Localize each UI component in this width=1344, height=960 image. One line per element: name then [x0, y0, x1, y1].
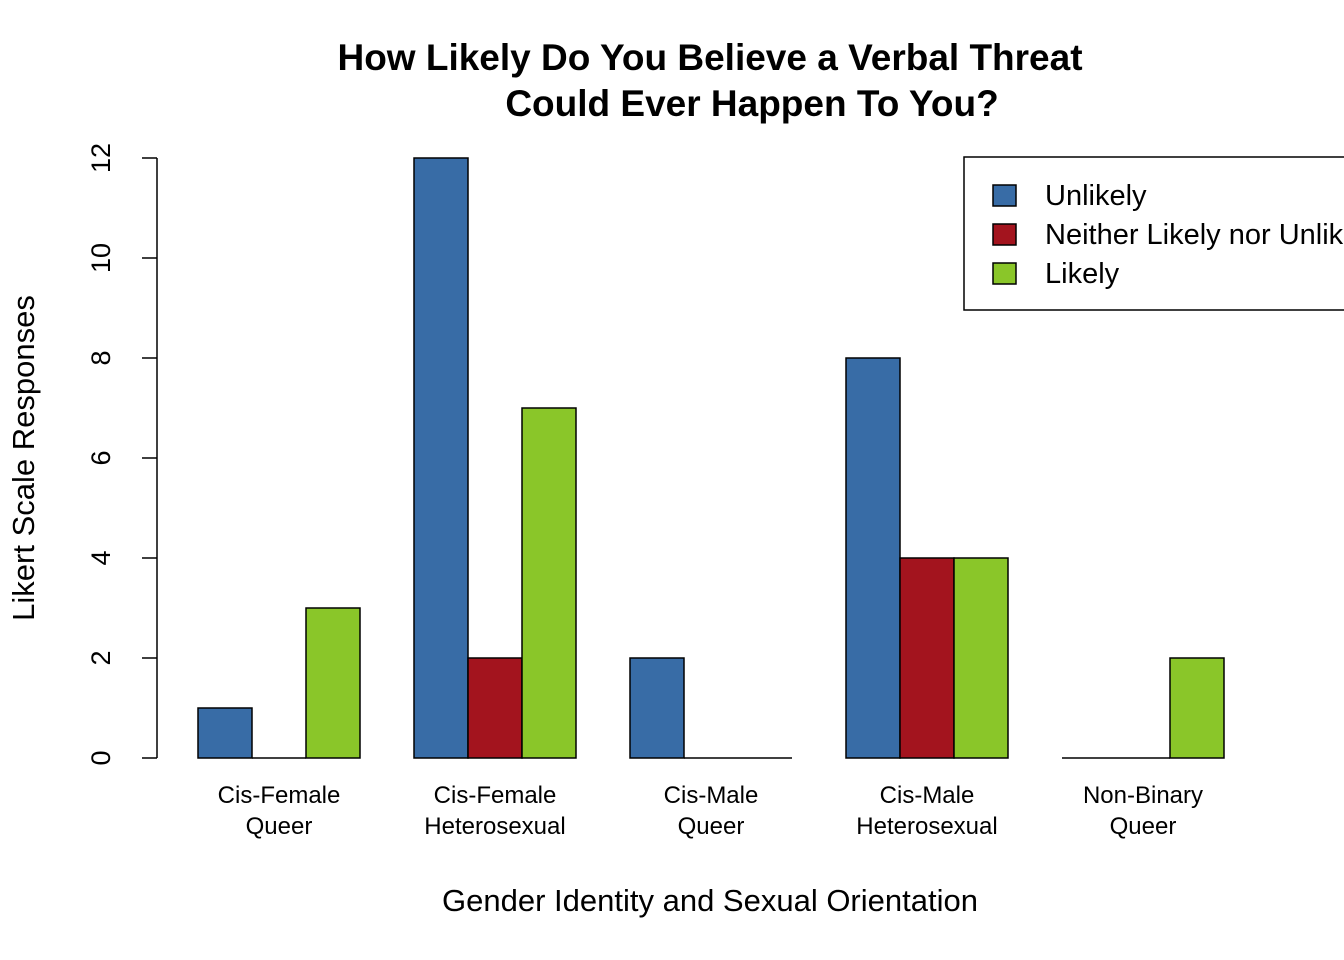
- chart-title: How Likely Do You Believe a Verbal Threa…: [337, 37, 1082, 124]
- category-label: Cis-Male: [664, 782, 759, 809]
- bar: [467, 657, 523, 759]
- bar: [413, 157, 469, 759]
- legend-label: Likely: [1045, 258, 1120, 290]
- category-label: Cis-Male: [880, 782, 975, 809]
- category-label: Queer: [678, 813, 745, 840]
- legend-label: Unlikely: [1045, 180, 1147, 212]
- y-tick-label: 2: [86, 650, 116, 665]
- bar: [197, 707, 253, 759]
- category-label: Queer: [1110, 813, 1177, 840]
- legend-swatch: [992, 223, 1017, 246]
- y-axis: 0 2 4 6 8 10 12: [86, 143, 158, 766]
- y-tick-label: 6: [86, 450, 116, 465]
- legend-swatch: [992, 262, 1017, 285]
- bar: [629, 657, 685, 759]
- category-label: Heterosexual: [856, 813, 997, 840]
- category-label: Queer: [246, 813, 313, 840]
- bar: [899, 557, 955, 759]
- legend-label: Neither Likely nor Unlikely: [1045, 219, 1344, 251]
- chart-title-line-2: Could Ever Happen To You?: [505, 83, 998, 124]
- y-tick-label: 10: [86, 243, 116, 273]
- category-label: Cis-Female: [434, 782, 557, 809]
- y-tick-label: 8: [86, 350, 116, 365]
- y-tick-label: 12: [86, 143, 116, 173]
- bar: [953, 557, 1009, 759]
- bar: [521, 407, 577, 759]
- category-label: Heterosexual: [424, 813, 565, 840]
- y-axis-title: Likert Scale Responses: [6, 295, 41, 621]
- category-label: Non-Binary: [1083, 782, 1203, 809]
- y-tick-label: 4: [86, 550, 116, 565]
- category-label: Cis-Female: [218, 782, 341, 809]
- category-labels: Cis-Female Queer Cis-Female Heterosexual Cis…: [218, 782, 1203, 840]
- legend: Unlikely Neither Likely nor Unlikely Likel…: [963, 156, 1344, 311]
- y-tick-label: 0: [86, 750, 116, 765]
- bar: [305, 607, 361, 759]
- bars: [197, 157, 1225, 759]
- chart-title-line-1: How Likely Do You Believe a Verbal Threa…: [337, 37, 1082, 78]
- bar: [845, 357, 901, 759]
- legend-swatch: [992, 184, 1017, 207]
- legend-box: [963, 156, 1344, 311]
- x-axis-title: Gender Identity and Sexual Orientation: [442, 883, 978, 918]
- bar: [1169, 657, 1225, 759]
